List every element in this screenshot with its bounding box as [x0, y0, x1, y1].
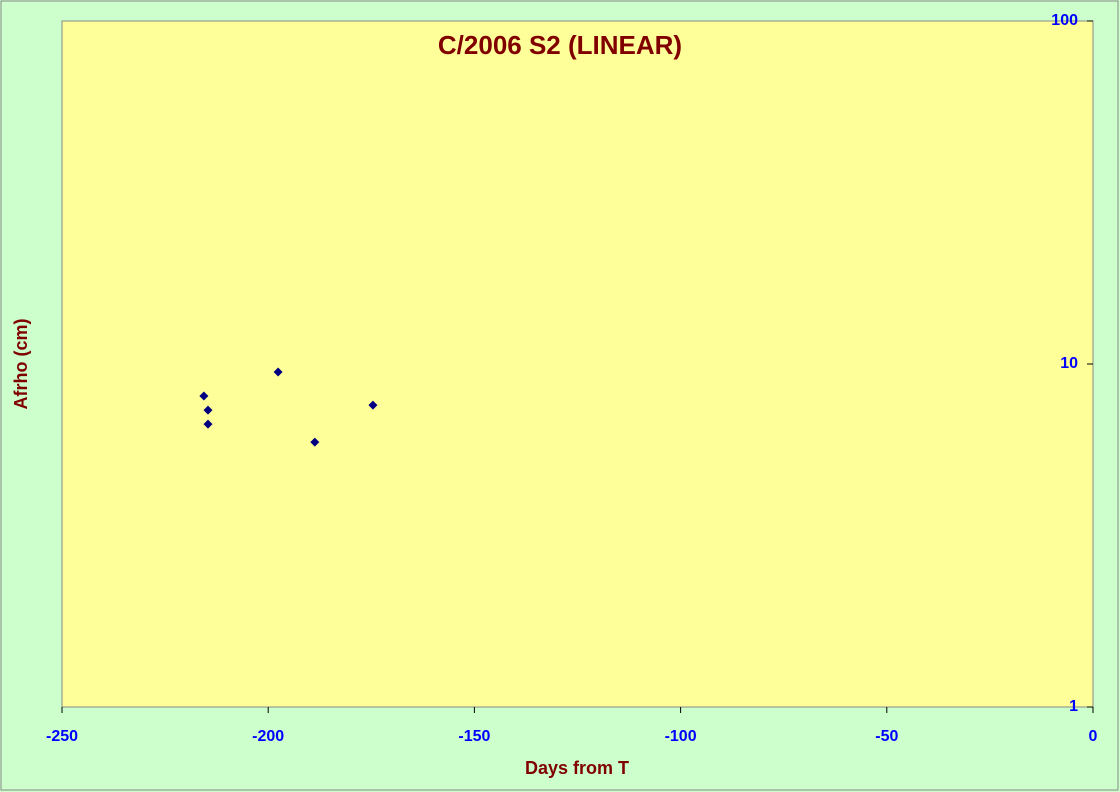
- x-tick-label: -150: [458, 728, 490, 745]
- y-axis-label: Afrho (cm): [11, 319, 31, 410]
- plot-area: [61, 20, 1094, 708]
- data-point: [368, 400, 378, 410]
- data-point: [203, 419, 213, 429]
- data-point: [199, 391, 209, 401]
- x-tick-label: 0: [1089, 728, 1098, 745]
- data-point: [203, 405, 213, 415]
- chart-title: C/2006 S2 (LINEAR): [438, 30, 682, 60]
- x-tick-label: -200: [252, 728, 284, 745]
- y-tick-label: 100: [1051, 12, 1078, 29]
- x-tick-label: -100: [665, 728, 697, 745]
- y-tick-label: 1: [1069, 698, 1078, 715]
- x-tick-label: -250: [46, 728, 78, 745]
- x-axis-label: Days from T: [525, 758, 629, 778]
- x-tick-label: -50: [875, 728, 898, 745]
- data-point: [310, 437, 320, 447]
- data-point: [273, 367, 283, 377]
- y-tick-label: 10: [1060, 355, 1078, 372]
